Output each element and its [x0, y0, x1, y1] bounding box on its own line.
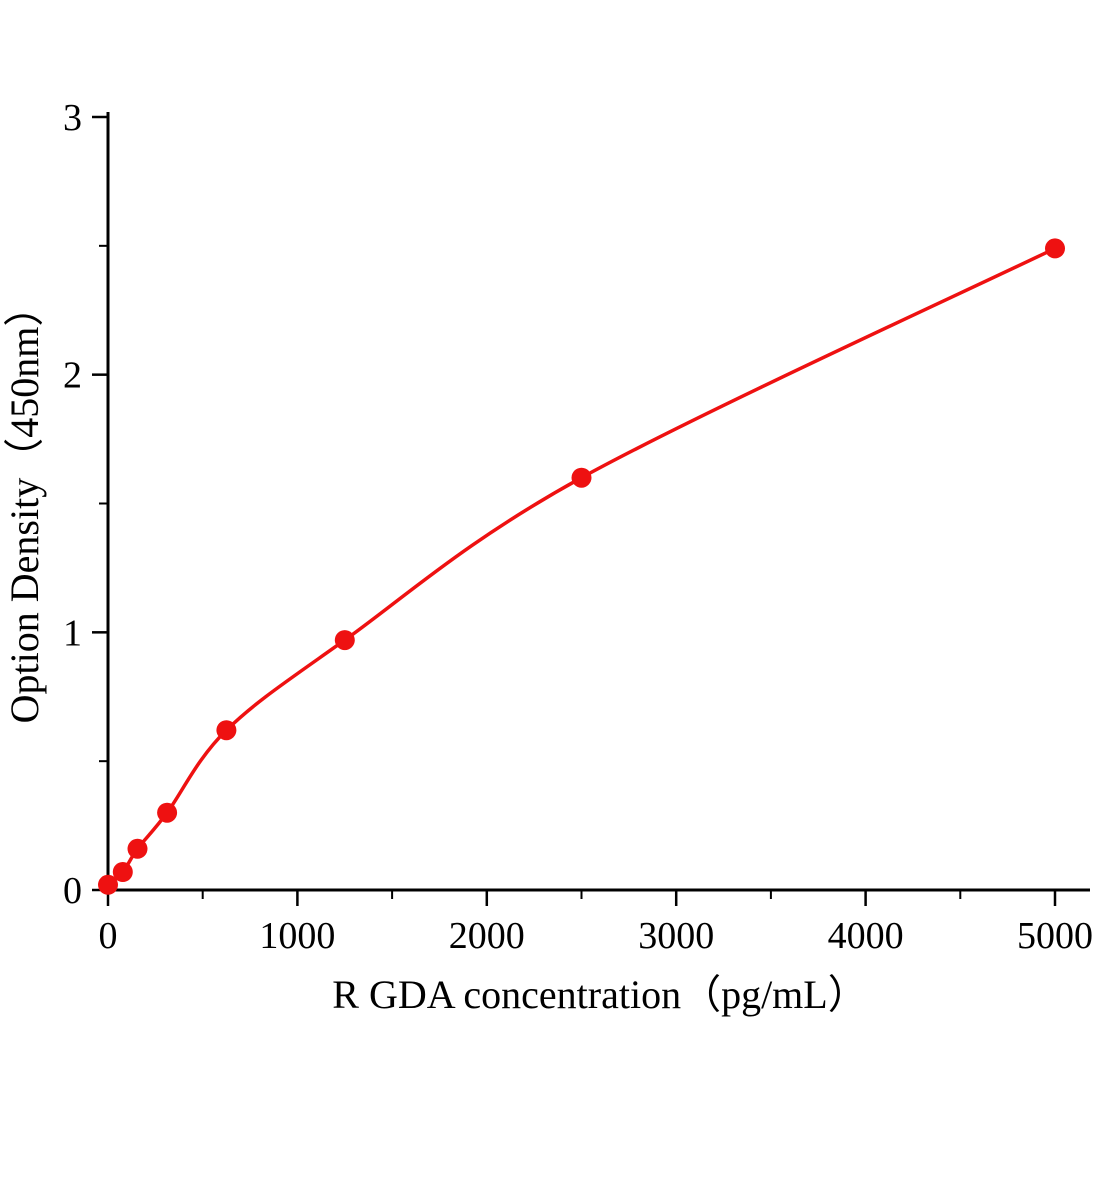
data-point-marker — [571, 467, 592, 488]
x-axis-label: R GDA concentration（pg/mL） — [332, 972, 867, 1017]
x-tick-label: 4000 — [828, 915, 904, 957]
data-point-marker — [334, 630, 355, 651]
y-axis-label: Option Density（450nm） — [2, 287, 47, 724]
y-tick-label: 2 — [63, 355, 82, 397]
data-point-marker — [98, 874, 118, 895]
fit-curve-line — [106, 246, 1057, 887]
data-point-marker — [157, 802, 178, 823]
data-point-marker — [112, 862, 133, 882]
x-tick-label: 5000 — [1017, 915, 1093, 957]
y-tick-label: 1 — [63, 612, 82, 654]
axis-ticks — [92, 115, 1057, 906]
y-tick-label: 3 — [63, 97, 82, 139]
x-tick-label: 1000 — [259, 915, 335, 957]
data-point-marker — [1045, 238, 1065, 259]
x-tick-label: 2000 — [449, 915, 525, 957]
axes — [106, 112, 1090, 892]
data-point-marker — [127, 838, 148, 859]
data-points — [98, 238, 1065, 895]
data-point-marker — [216, 720, 237, 741]
x-tick-label: 3000 — [638, 915, 714, 957]
x-tick-label: 0 — [99, 915, 118, 957]
axis-tick-labels: 0 1000 2000 3000 4000 5000 0 1 2 3 — [63, 97, 1093, 957]
y-tick-label: 0 — [63, 870, 82, 912]
